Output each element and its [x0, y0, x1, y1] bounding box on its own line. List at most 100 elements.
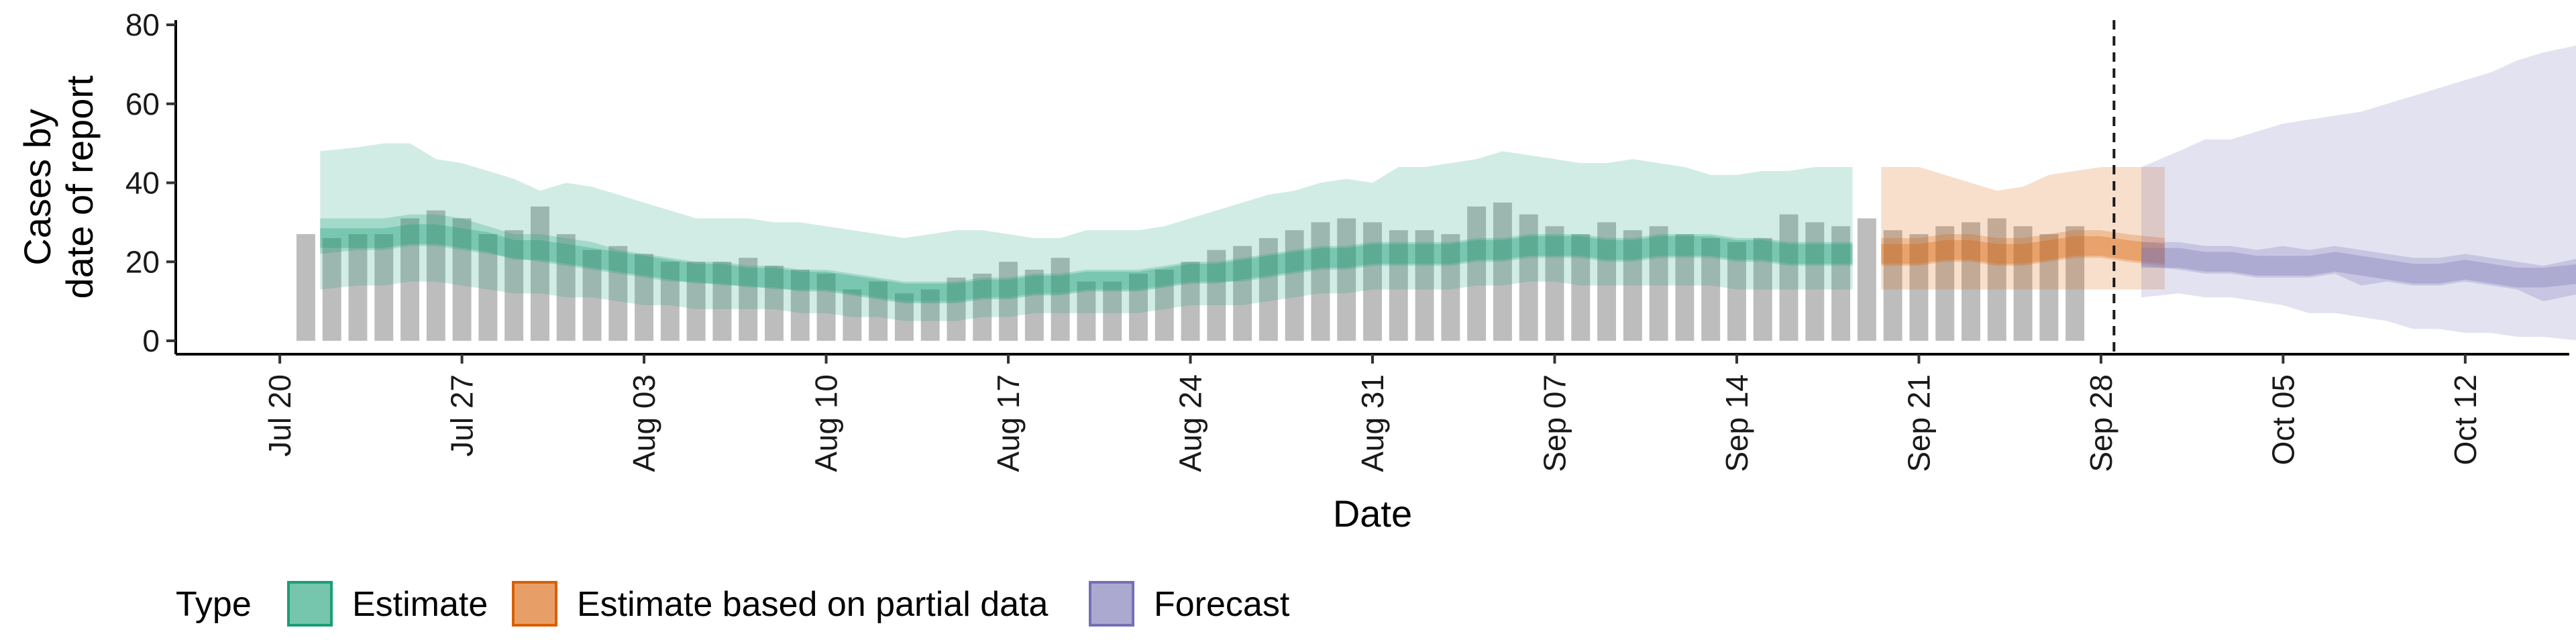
case-bar: [426, 210, 445, 341]
x-tick-label: Jul 27: [445, 374, 480, 457]
case-bar: [739, 258, 758, 341]
x-tick-label: Aug 31: [1355, 374, 1390, 472]
case-bar: [660, 262, 680, 341]
case-bar: [1623, 230, 1642, 341]
y-tick-label: 40: [125, 166, 160, 201]
case-bar: [999, 262, 1018, 341]
forecast-outer-band: [2141, 45, 2576, 341]
case-bar: [400, 218, 420, 341]
legend-key: [512, 581, 557, 627]
case-bar: [1545, 226, 1564, 341]
case-bar: [816, 273, 836, 341]
case-bar: [1962, 222, 1980, 341]
case-bar: [1493, 202, 1512, 341]
case-bar: [1155, 270, 1174, 341]
x-tick-label: Aug 24: [1173, 374, 1208, 472]
x-tick-label: Oct 05: [2265, 374, 2300, 466]
case-bar: [1363, 222, 1382, 341]
x-tick-label: Aug 17: [991, 374, 1026, 472]
case-bar: [1258, 237, 1278, 341]
x-tick-label: Oct 12: [2448, 374, 2483, 466]
estimate-based-on-partial-data-median-band: [1881, 235, 2165, 264]
case-bar: [1675, 234, 1695, 341]
case-bar: [348, 234, 368, 341]
case-bar: [843, 289, 862, 341]
x-axis-title: Date: [1333, 492, 1412, 535]
case-bar: [1597, 222, 1617, 341]
case-bar: [686, 262, 706, 341]
case-bar: [1831, 226, 1851, 341]
x-tick-label: Sep 28: [2084, 374, 2118, 472]
case-bar: [1103, 281, 1122, 341]
estimate-based-on-partial-data-inner-band: [1881, 230, 2165, 266]
case-bar: [1467, 206, 1487, 341]
x-tick-label: Aug 10: [809, 374, 844, 472]
x-tick-label: Jul 20: [262, 374, 297, 457]
estimate-ribbons: [320, 45, 2576, 341]
legend-key: [1089, 581, 1134, 627]
case-bar: [2039, 234, 2059, 341]
case-bar: [790, 270, 810, 341]
case-bar: [1207, 250, 1226, 341]
case-bar: [1649, 226, 1668, 341]
legend: Type Estimate Estimate based on partial d…: [176, 581, 1290, 627]
case-bar: [374, 234, 394, 341]
legend-key: [287, 581, 333, 627]
x-tick-label: Sep 14: [1719, 374, 1754, 472]
case-bar: [1389, 230, 1408, 341]
estimate-based-on-partial-data-outer-band: [1881, 166, 2165, 290]
case-bar: [1857, 218, 1876, 341]
case-bar: [1727, 241, 1746, 341]
case-bar: [1337, 218, 1356, 341]
case-bar: [973, 273, 992, 341]
case-bar: [869, 281, 888, 341]
case-bar: [1128, 273, 1148, 341]
case-bar: [1519, 214, 1538, 341]
case-bar: [1285, 230, 1304, 341]
case-bar: [920, 289, 940, 341]
forecast-inner-band: [2141, 241, 2576, 302]
case-bar: [1571, 234, 1591, 341]
case-bar: [322, 237, 341, 341]
y-axis-title-line-2: date of report: [58, 75, 101, 299]
y-tick-label: 80: [125, 7, 160, 42]
estimate-outer-band: [320, 143, 1853, 321]
legend-label: Forecast: [1154, 585, 1290, 624]
case-bar: [1987, 218, 2006, 341]
case-bar: [1883, 230, 1902, 341]
case-bar: [894, 293, 914, 341]
case-bar: [452, 218, 472, 341]
axes: 0 20 40 60 80 Jul 20 Jul 27 Aug 03 Aug 10 Aug 17 A…: [125, 7, 2569, 472]
case-bar: [556, 234, 576, 341]
legend-label: Estimate based on partial data: [577, 585, 1049, 624]
case-bar: [1701, 237, 1721, 341]
case-bar: [504, 230, 524, 341]
case-bar: [1935, 226, 1955, 341]
case-bar: [1415, 230, 1434, 341]
estimate-median-band: [320, 224, 1853, 304]
forecast-median-band: [2141, 248, 2576, 288]
estimate-inner-band: [320, 214, 1853, 302]
case-bar: [1441, 234, 1460, 341]
case-bar: [530, 206, 549, 341]
case-bar: [2065, 226, 2085, 341]
case-bar: [1311, 222, 1330, 341]
case-bar: [608, 246, 628, 341]
y-axis-title-line-1: Cases by: [16, 109, 58, 265]
case-bar: [478, 234, 498, 341]
case-bar: [1779, 214, 1799, 341]
case-bars: [296, 202, 2085, 341]
x-tick-label: Sep 21: [1901, 374, 1936, 472]
case-bar: [1024, 270, 1044, 341]
case-bar: [1909, 234, 1929, 341]
case-bar: [1233, 246, 1252, 341]
case-bar: [635, 254, 654, 341]
case-bar: [1051, 258, 1070, 341]
case-bar: [1077, 281, 1096, 341]
case-bar: [1753, 237, 1772, 341]
x-tick-label: Sep 07: [1537, 374, 1572, 472]
legend-label: Estimate: [352, 585, 488, 624]
y-tick-label: 20: [125, 244, 160, 279]
case-bar: [947, 277, 966, 341]
